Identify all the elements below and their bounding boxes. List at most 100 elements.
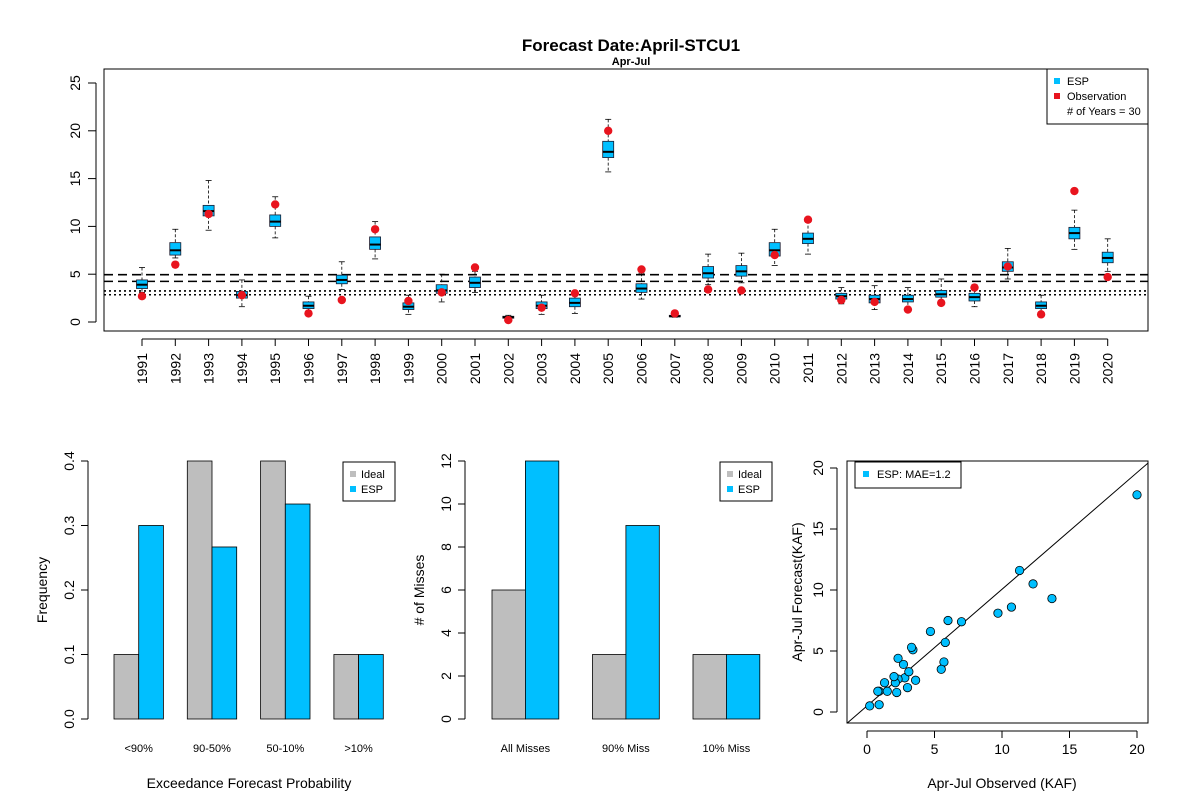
x-tick-label: 2000 [434, 353, 450, 384]
scatter-point [889, 672, 899, 682]
y-tick-label: 10 [67, 218, 83, 234]
bar-ideal [491, 589, 526, 720]
legend-esp-swatch [350, 486, 356, 492]
legend-esp-label: ESP [1067, 76, 1089, 88]
scatter-point [892, 687, 902, 698]
exceedance-frequency-panel: 0.0 0.1 0.2 0.3 0.4 Frequency <90% 90-50% 50-10%… [34, 451, 396, 791]
scatter-point [910, 675, 921, 685]
x-tick-label: 2016 [967, 353, 983, 384]
scatter-point [879, 678, 890, 688]
bar-esp [284, 503, 311, 720]
y-tick-label: 10 [810, 582, 826, 598]
figure-subtitle: Apr-Jul [612, 56, 651, 68]
x-tick-label: 2014 [900, 353, 916, 384]
scatter-point [1132, 490, 1142, 500]
plot-frame [103, 68, 1149, 332]
observation-point [570, 289, 580, 298]
x-tick-label: 2004 [567, 353, 583, 384]
legend-esp-label: ESP [738, 484, 760, 496]
y-tick-label: 25 [67, 75, 83, 91]
y-tick-label: 12 [438, 453, 454, 469]
legend-box [342, 461, 396, 502]
y-axis-title: Apr-Jul Forecast(KAF) [789, 522, 805, 661]
x-tick-label: 2001 [467, 353, 483, 384]
scatter-point [993, 608, 1003, 618]
observation-point [337, 295, 346, 305]
y-tick-label: 0.2 [61, 580, 77, 600]
scatter-point [865, 701, 875, 711]
observation-point [1003, 262, 1012, 271]
plot-frame [846, 460, 1149, 724]
x-tick-label: 2003 [534, 353, 550, 384]
scatter-point [1006, 602, 1017, 612]
observation-point [370, 225, 380, 234]
legend-ideal-label: Ideal [361, 469, 385, 481]
scatter-point [898, 659, 909, 670]
observation-point [504, 315, 513, 325]
scatter-point [874, 700, 884, 710]
legend-esp-label: ESP: MAE=1.2 [877, 469, 951, 481]
x-tick-label: 2013 [867, 353, 883, 384]
legend-box [854, 461, 962, 489]
forecast-boxplot-panel: 0 5 10 15 20 25 1991 1992 1993 1994 1995 1996 1997 19… [67, 68, 1149, 384]
x-tick-label: 1992 [167, 353, 183, 384]
observation-point [604, 126, 613, 135]
y-tick-label: 2 [438, 672, 454, 680]
x-tick-label: 2012 [833, 353, 849, 384]
legend-ideal-label: Ideal [738, 469, 762, 481]
legend-box [1046, 68, 1149, 125]
bar-ideal [592, 654, 627, 720]
y-tick-label: 15 [810, 521, 826, 537]
bar-esp [726, 654, 761, 720]
x-category-label: 90-50% [193, 743, 231, 755]
scatter-point [943, 615, 953, 626]
x-tick-label: 1999 [400, 353, 416, 384]
scatter-point [902, 682, 913, 693]
x-tick-label: 2017 [1000, 353, 1016, 384]
bar-esp [525, 460, 560, 720]
scatter-point [1047, 593, 1057, 604]
scatter-point [940, 637, 950, 648]
observation-point [637, 265, 646, 274]
x-tick-label: 20 [1129, 741, 1145, 757]
x-category-label: All Misses [501, 743, 551, 755]
legend-esp-label: ESP [361, 484, 383, 496]
legend-esp-swatch [727, 486, 733, 492]
misses-panel: 0 2 4 6 8 10 12 # of Misses All Misses 90% Miss 10… [411, 453, 773, 755]
legend-ideal-swatch [350, 471, 356, 477]
legend-observation-label: Observation [1067, 91, 1126, 103]
y-tick-label: 5 [67, 270, 83, 278]
y-tick-label: 15 [67, 171, 83, 187]
observation-point [903, 305, 913, 314]
x-category-label: 50-10% [266, 743, 304, 755]
observation-point [437, 288, 446, 297]
scatter-point [904, 667, 914, 677]
bar-esp [625, 525, 660, 720]
esp-box [602, 140, 615, 158]
legend-box [719, 461, 773, 502]
bar-ideal [113, 654, 140, 720]
observation-point [670, 309, 679, 318]
scatter-point [925, 626, 936, 637]
bar-ideal [333, 654, 359, 720]
x-tick-label: 1998 [367, 353, 383, 384]
y-tick-label: 0.4 [61, 451, 77, 471]
x-category-label: <90% [124, 743, 153, 755]
observation-point [837, 295, 846, 305]
legend-esp-swatch [1054, 78, 1060, 84]
y-tick-label: 4 [438, 629, 454, 637]
x-tick-label: 0 [863, 741, 871, 757]
x-tick-label: 1997 [334, 353, 350, 384]
x-tick-label: 2018 [1033, 353, 1049, 384]
x-tick-label: 10 [994, 741, 1010, 757]
x-tick-label: 2002 [500, 353, 516, 384]
x-tick-label: 1993 [201, 353, 217, 384]
y-tick-label: 5 [810, 647, 826, 655]
y-tick-label: 0.0 [61, 709, 77, 729]
observation-point [1070, 186, 1079, 196]
observation-point [171, 260, 180, 269]
x-tick-label: 2020 [1100, 353, 1116, 384]
y-tick-label: 20 [67, 123, 83, 139]
scatter-point [882, 686, 892, 696]
observation-point [737, 286, 746, 295]
